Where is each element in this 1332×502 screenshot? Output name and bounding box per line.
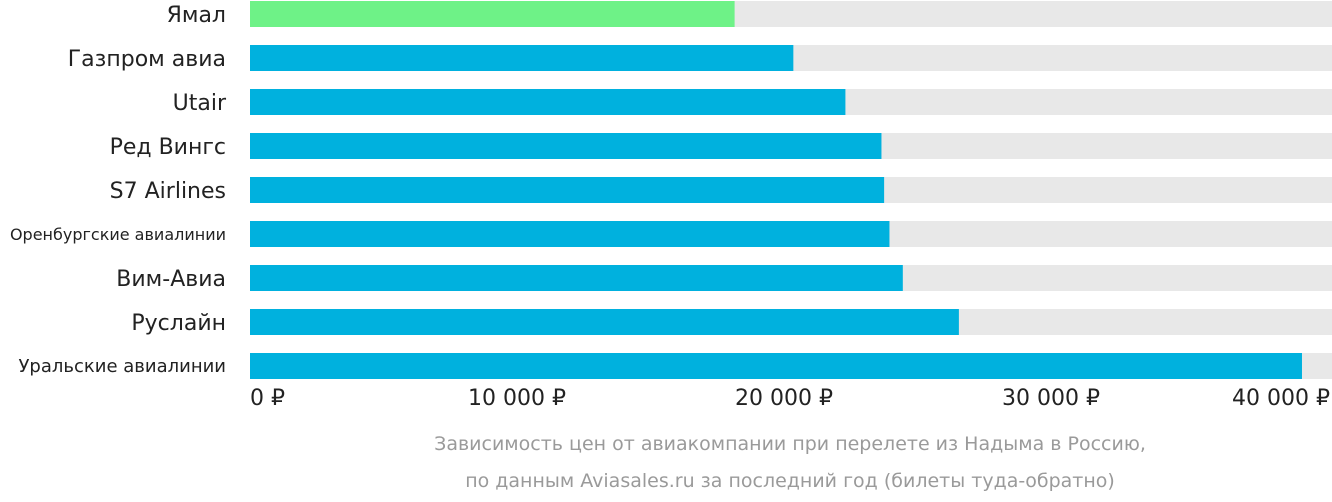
category-label: Вим-Авиа <box>116 267 226 292</box>
bar-5 <box>250 221 890 247</box>
bar-4 <box>250 177 885 203</box>
bar-7 <box>250 309 959 335</box>
category-label: Ред Вингс <box>110 135 226 160</box>
bar-2 <box>250 89 846 115</box>
category-label: Уральские авиалинии <box>18 356 226 377</box>
category-label: Руслайн <box>131 311 226 336</box>
caption-line-2: по данным Aviasales.ru за последний год … <box>465 470 1115 492</box>
category-label: S7 Airlines <box>110 179 226 204</box>
category-label: Utair <box>173 91 227 116</box>
bar-6 <box>250 265 903 291</box>
bar-1 <box>250 45 794 71</box>
x-tick-label: 30 000 ₽ <box>1002 386 1100 411</box>
x-tick-label: 10 000 ₽ <box>468 386 566 411</box>
x-axis-ticks: 0 ₽ 10 000 ₽ 20 000 ₽ 30 000 ₽ 40 000 ₽ <box>250 386 1330 411</box>
x-tick-label: 0 ₽ <box>250 386 285 411</box>
x-tick-label: 20 000 ₽ <box>735 386 833 411</box>
caption-line-1: Зависимость цен от авиакомпании при пере… <box>434 433 1146 455</box>
category-label: Газпром авиа <box>68 47 226 72</box>
bars-layer <box>250 1 1332 379</box>
bar-0 <box>250 1 735 27</box>
category-label: Оренбургские авиалинии <box>10 225 226 244</box>
category-labels: Ямал Газпром авиа Utair Ред Вингс S7 Airline… <box>10 3 227 377</box>
category-label: Ямал <box>167 3 226 28</box>
x-tick-label: 40 000 ₽ <box>1232 386 1330 411</box>
bar-8 <box>250 353 1302 379</box>
chart-caption: Зависимость цен от авиакомпании при пере… <box>434 433 1146 492</box>
bar-3 <box>250 133 882 159</box>
